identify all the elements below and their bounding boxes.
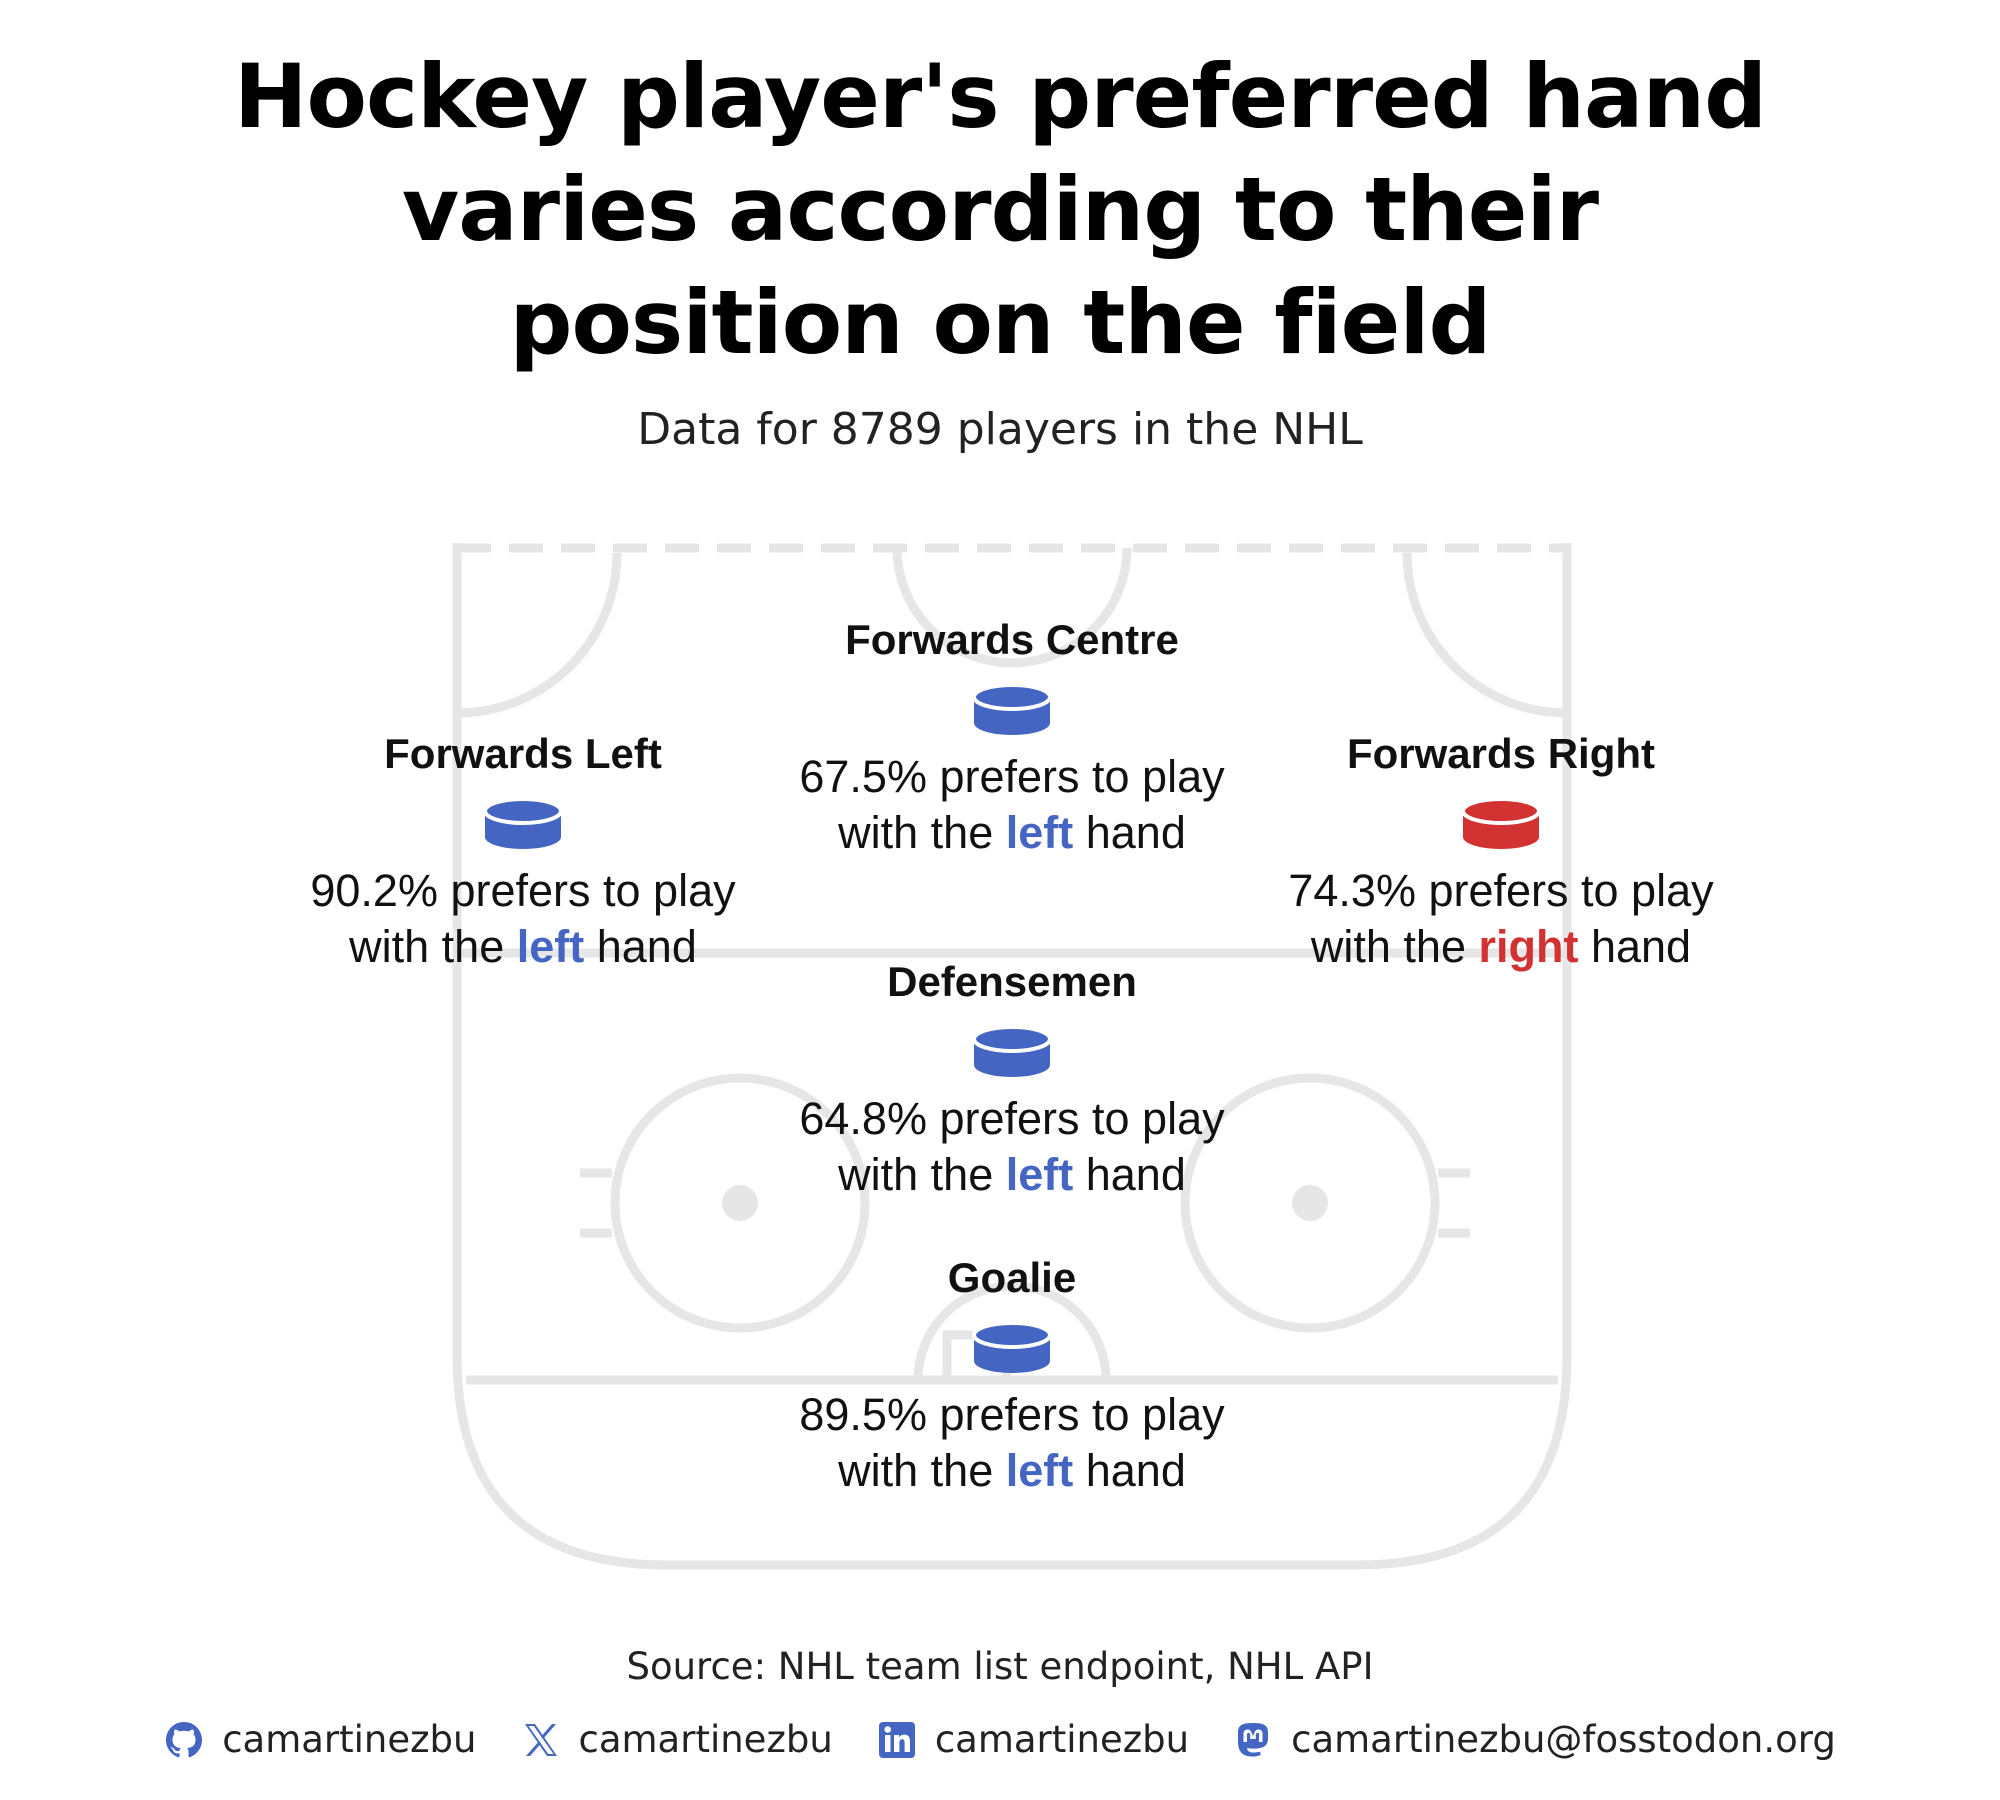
puck-icon — [972, 1025, 1052, 1077]
hand-line: with the left hand — [732, 1443, 1292, 1499]
percent-value: 90.2% — [310, 865, 438, 916]
percent-value: 64.8% — [799, 1093, 927, 1144]
percent-value: 89.5% — [799, 1389, 927, 1440]
center-circle-arc — [892, 547, 1132, 668]
position-forwards-left: Forwards Left 90.2% prefers to play with… — [243, 729, 803, 975]
percent-line: 90.2% prefers to play — [243, 863, 803, 919]
faceoff-dot — [722, 1185, 758, 1221]
faceoff-dot — [1292, 1185, 1328, 1221]
hand-prefix: with the — [838, 1445, 1006, 1496]
social-links: camartinezbu camartinezbu camartinezbu c… — [0, 1718, 2000, 1761]
social-linkedin[interactable]: camartinezbu — [877, 1718, 1189, 1761]
puck-icon — [483, 797, 563, 849]
hand-line: with the left hand — [243, 919, 803, 975]
hand-label: right — [1478, 921, 1579, 972]
position-name: Forwards Left — [384, 730, 662, 777]
hand-prefix: with the — [1310, 921, 1479, 972]
faceoff-circle — [610, 1073, 870, 1333]
position-name: Defensemen — [887, 958, 1137, 1005]
hand-line: with the right hand — [1221, 919, 1781, 975]
percent-suffix: prefers to play — [926, 751, 1225, 802]
chart-subtitle: Data for 8789 players in the NHL — [637, 404, 1363, 455]
position-name: Goalie — [947, 1254, 1077, 1301]
social-handle: camartinezbu — [934, 1718, 1190, 1761]
source-note: Source: NHL team list endpoint, NHL API — [626, 1645, 1374, 1688]
position-forwards-right: Forwards Right 74.3% prefers to play wit… — [1221, 729, 1781, 975]
title-line: varies according to their — [401, 158, 1599, 261]
x-icon — [524, 1723, 557, 1756]
hand-label: left — [516, 921, 585, 972]
percent-line: 64.8% prefers to play — [732, 1091, 1292, 1147]
percent-value: 67.5% — [799, 751, 927, 802]
percent-suffix: prefers to play — [926, 1093, 1225, 1144]
percent-suffix: prefers to play — [1415, 865, 1714, 916]
position-name: Forwards Centre — [845, 616, 1179, 663]
linkedin-icon — [878, 1721, 915, 1758]
hand-label: left — [1005, 807, 1074, 858]
social-github[interactable]: camartinezbu — [164, 1718, 477, 1761]
hand-prefix: with the — [838, 807, 1006, 858]
percent-suffix: prefers to play — [437, 865, 736, 916]
rink-boards — [452, 543, 1572, 1570]
puck-top — [972, 683, 1052, 711]
mastodon-icon — [1238, 1722, 1269, 1757]
position-name: Forwards Right — [1346, 730, 1655, 777]
percent-line: 89.5% prefers to play — [732, 1387, 1292, 1443]
github-icon — [166, 1721, 203, 1757]
puck-icon — [972, 1321, 1052, 1373]
percent-line: 67.5% prefers to play — [732, 749, 1292, 805]
neutral-faceoff-arc — [456, 552, 622, 718]
social-handle: camartinezbu — [578, 1718, 833, 1761]
social-x[interactable]: camartinezbu — [521, 1718, 833, 1761]
hand-suffix: hand — [584, 921, 697, 972]
hand-suffix: hand — [1073, 807, 1186, 858]
neutral-faceoff-arc — [1402, 552, 1568, 718]
hand-suffix: hand — [1073, 1445, 1186, 1496]
position-forwards-centre: Forwards Centre 67.5% prefers to play wi… — [732, 615, 1292, 861]
hand-suffix: hand — [1578, 921, 1692, 972]
position-goalie: Goalie 89.5% prefers to play with the le… — [732, 1253, 1292, 1499]
social-handle: camartinezbu — [222, 1718, 477, 1761]
puck-icon — [972, 683, 1052, 735]
puck-icon — [1461, 797, 1541, 849]
title-line: position on the field — [509, 271, 1491, 374]
goal-crease — [913, 1281, 1111, 1381]
percent-suffix: prefers to play — [926, 1389, 1225, 1440]
puck-top — [1461, 797, 1541, 825]
title-line: Hockey player's preferred hand — [233, 45, 1767, 148]
chart-title: Hockey player's preferred hand varies ac… — [0, 40, 2000, 379]
hand-prefix: with the — [349, 921, 517, 972]
hand-prefix: with the — [838, 1149, 1006, 1200]
percent-line: 74.3% prefers to play — [1221, 863, 1781, 919]
social-handle: camartinezbu@fosstodon.org — [1291, 1718, 1836, 1761]
hand-label: left — [1005, 1149, 1074, 1200]
puck-top — [972, 1321, 1052, 1349]
hand-line: with the left hand — [732, 805, 1292, 861]
puck-top — [483, 797, 563, 825]
hand-line: with the left hand — [732, 1147, 1292, 1203]
puck-top — [972, 1025, 1052, 1053]
percent-value: 74.3% — [1288, 865, 1416, 916]
social-mastodon[interactable]: camartinezbu@fosstodon.org — [1233, 1718, 1836, 1761]
faceoff-circle — [1180, 1073, 1440, 1333]
hand-suffix: hand — [1073, 1149, 1186, 1200]
position-defensemen: Defensemen 64.8% prefers to play with th… — [732, 957, 1292, 1203]
hand-label: left — [1005, 1445, 1074, 1496]
